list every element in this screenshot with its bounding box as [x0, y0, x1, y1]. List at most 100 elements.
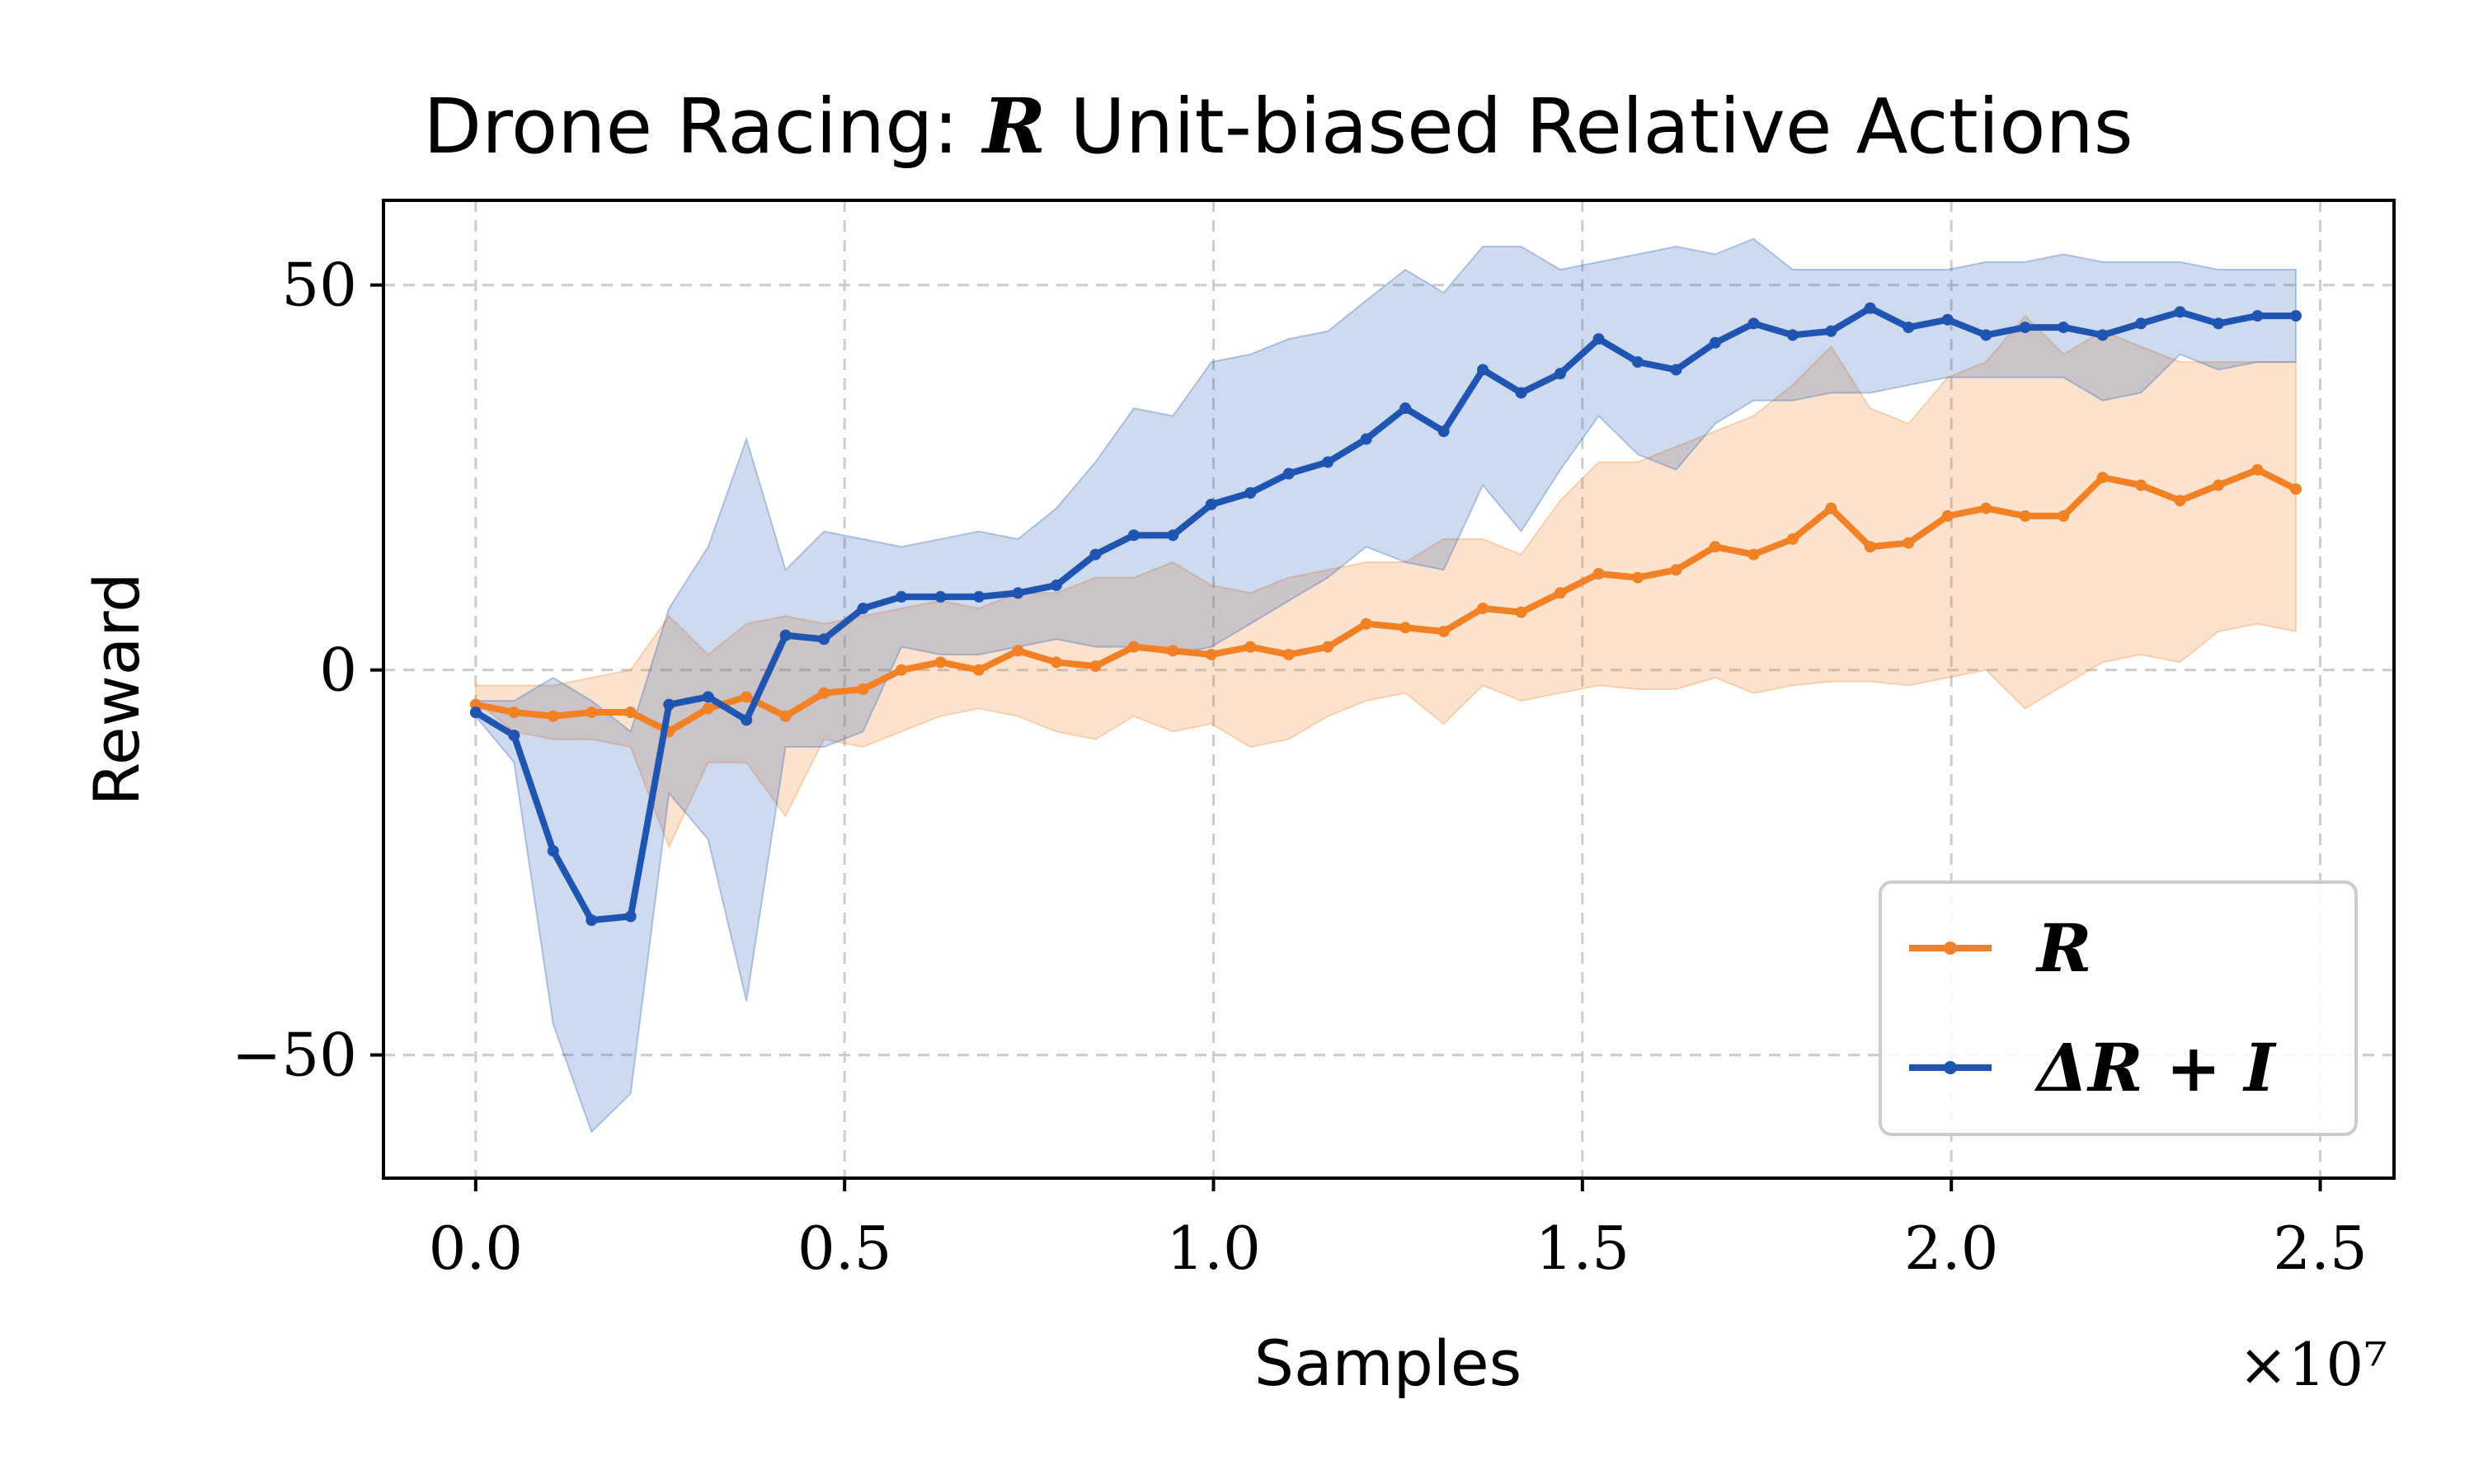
legend-swatch-marker [1944, 1061, 1957, 1074]
legend-box [1879, 881, 2358, 1136]
series-1-point [1631, 356, 1644, 369]
series-1-point [663, 698, 675, 711]
series-1-point [1089, 548, 1102, 561]
series-0-point [1709, 541, 1721, 553]
series-1-point [1670, 364, 1682, 376]
series-0-line [475, 466, 2298, 735]
plot-frame [382, 199, 2396, 1180]
series-0-point [1012, 645, 1024, 657]
series-1-point [857, 602, 869, 614]
x-scale-label: ×10⁷ [2238, 1330, 2387, 1399]
ticks: 0.0 0.5 1.0 1.5 2.0 2.5 −50 0 50 [232, 251, 2368, 1283]
series-0-point [2019, 510, 2031, 522]
series-0-point [2213, 479, 2225, 491]
series-0-point [1167, 645, 1179, 657]
series-1-point [1244, 486, 1257, 499]
x-axis-label: Samples [1254, 1327, 1522, 1400]
series-0-point [1903, 537, 1915, 549]
y-tick-label: 50 [281, 251, 357, 320]
series-0-point [702, 702, 714, 715]
series-0-point [741, 691, 753, 703]
series-0-point [1244, 641, 1257, 653]
chart-title: Drone Racing: R Unit-biased Relative Act… [423, 82, 2133, 171]
series-0-point [1360, 618, 1372, 630]
series-1-point [2096, 329, 2109, 341]
series-1-point [1282, 467, 1295, 480]
series-0-point [1477, 602, 1489, 614]
series-1-point [547, 845, 559, 857]
y-axis-label: Reward [80, 572, 153, 805]
series-1-point [818, 633, 830, 646]
series-1-point [1864, 302, 1876, 314]
confidence-bands [474, 237, 2298, 1134]
series-0-point [2251, 463, 2264, 476]
series-1-point [1515, 387, 1527, 399]
series-1-point [1360, 433, 1372, 445]
series-0-point [2174, 495, 2186, 507]
series-1-point [1825, 325, 1837, 337]
series-1-point [1127, 529, 1140, 542]
x-tick-label: 1.5 [1536, 1214, 1630, 1283]
series-0-point [2096, 472, 2109, 484]
series-1-point [586, 914, 598, 927]
x-tick-label: 2.5 [2273, 1214, 2368, 1283]
series-1-point [2290, 310, 2302, 322]
series-1-point [2174, 306, 2186, 318]
series-1-point [1437, 425, 1450, 438]
series-1-point [1554, 368, 1567, 380]
series-1-point [702, 691, 714, 703]
series-0-point [779, 710, 792, 722]
legend-label: ΔR + I [2034, 1029, 2277, 1106]
series-0-point [896, 664, 908, 676]
series-1-point [1903, 322, 1915, 334]
series-0-point [1515, 606, 1527, 618]
series-1-point [779, 629, 792, 641]
series-0-point [1050, 656, 1062, 669]
series-0-point [2135, 479, 2147, 491]
series-0-point [934, 656, 947, 669]
series-0-point [1322, 641, 1334, 653]
series-0-point [1592, 567, 1605, 580]
series-0-point [1554, 587, 1567, 599]
series-1-point [741, 714, 753, 726]
series-1-point [1322, 456, 1334, 468]
series-1-point [2135, 317, 2147, 330]
series-0-point [1980, 502, 1992, 514]
series-0-point [1282, 648, 1295, 660]
series-0-band [474, 314, 2298, 850]
series-0-point [2290, 483, 2302, 495]
series-0-point [1825, 502, 1837, 514]
series-1-point [1786, 329, 1799, 341]
x-tick-label: 1.0 [1166, 1214, 1261, 1283]
series-1-band [474, 237, 2298, 1134]
series-0-point [624, 707, 637, 719]
series-1-point [1941, 313, 1954, 326]
legend-swatch-marker [1944, 942, 1957, 955]
series-1-point [1709, 336, 1721, 349]
series-0-point [857, 683, 869, 695]
series-1-point [896, 590, 908, 603]
series-0-point [508, 707, 520, 719]
series-lines [469, 302, 2302, 927]
series-1-point [1747, 317, 1760, 330]
series-0-point [2058, 510, 2070, 522]
series-1-point [1205, 498, 1217, 510]
series-0-point [1205, 648, 1217, 660]
series-1-point [1012, 587, 1024, 599]
series-1-point [2058, 322, 2070, 334]
series-1-point [508, 730, 520, 742]
series-1-point [2251, 310, 2264, 322]
y-tick-label: −50 [232, 1021, 357, 1090]
x-tick-label: 0.0 [429, 1214, 524, 1283]
series-0-point [1437, 625, 1450, 637]
series-1-point [624, 910, 637, 923]
series-1-point [1592, 333, 1605, 345]
legend: R ΔR + I [1879, 881, 2358, 1136]
legend-label: R [2035, 909, 2091, 987]
series-1-point [2019, 322, 2031, 334]
series-1-point [469, 707, 482, 719]
series-0-point [1786, 533, 1799, 545]
series-1-line [473, 304, 2297, 924]
series-0-point [973, 664, 985, 676]
